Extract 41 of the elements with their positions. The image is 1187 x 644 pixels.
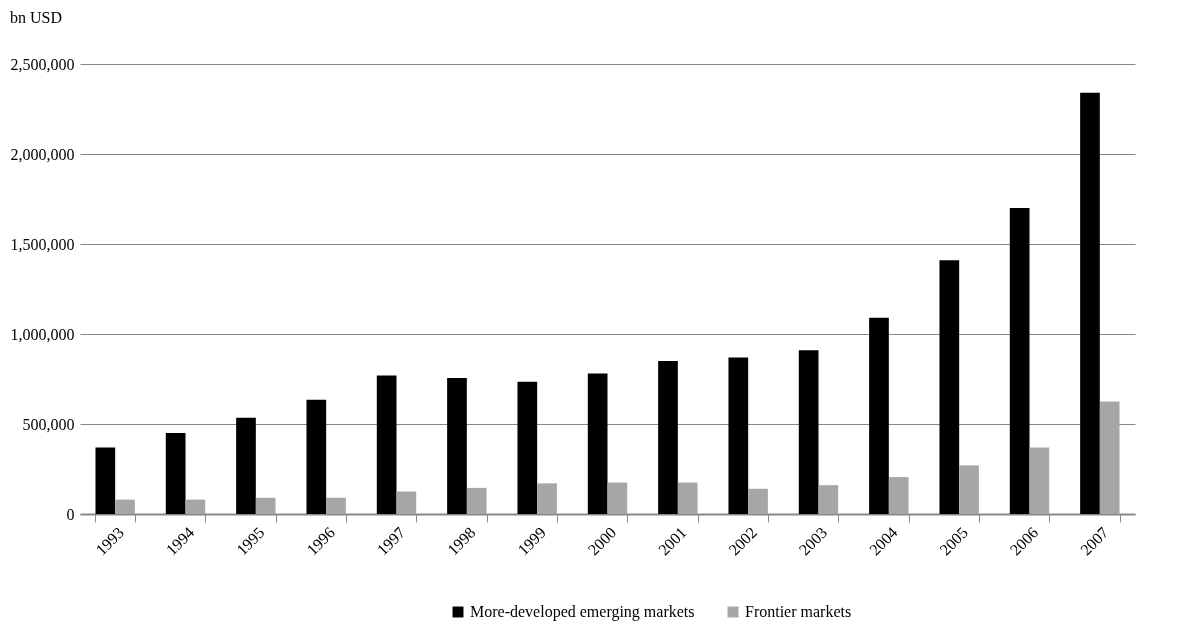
bar: [728, 357, 749, 514]
bar: [939, 260, 960, 514]
bar: [396, 491, 417, 514]
bar: [326, 497, 346, 514]
bar: [888, 477, 909, 514]
y-tick-label: 500,000: [22, 415, 75, 433]
x-tick-label: 1999: [514, 523, 549, 559]
bar: [1099, 401, 1120, 514]
bar: [115, 499, 135, 514]
bar: [869, 317, 889, 514]
legend-label: More-developed emerging markets: [470, 603, 695, 621]
y-axis-title: bn USD: [10, 9, 63, 26]
bar: [466, 487, 487, 514]
bar: [537, 483, 557, 514]
y-tick-label: 1,000,000: [10, 325, 75, 343]
bar: [658, 361, 678, 514]
y-tick-label: 2,000,000: [10, 145, 75, 163]
bar: [959, 465, 979, 514]
bar: [376, 375, 397, 514]
bar: [95, 447, 116, 514]
bar: [255, 497, 276, 514]
bar: [1080, 92, 1100, 514]
bar: [236, 417, 256, 514]
y-tick-label: 0: [66, 505, 75, 523]
bar: [677, 482, 698, 514]
x-tick-label: 1993: [92, 523, 127, 559]
bar: [306, 399, 327, 514]
bar: [1029, 447, 1050, 514]
bar: [447, 378, 467, 514]
bar: [517, 381, 538, 514]
bar: [607, 482, 628, 514]
legend-label: Frontier markets: [745, 603, 852, 620]
y-tick-label: 1,500,000: [10, 235, 75, 253]
bar: [798, 350, 819, 514]
bar: [748, 488, 768, 514]
bar: [587, 373, 608, 514]
bar: [818, 485, 839, 514]
bar: [1009, 208, 1030, 514]
bar: [165, 433, 186, 514]
y-tick-label: 2,500,000: [10, 55, 75, 73]
bar: [185, 499, 206, 514]
